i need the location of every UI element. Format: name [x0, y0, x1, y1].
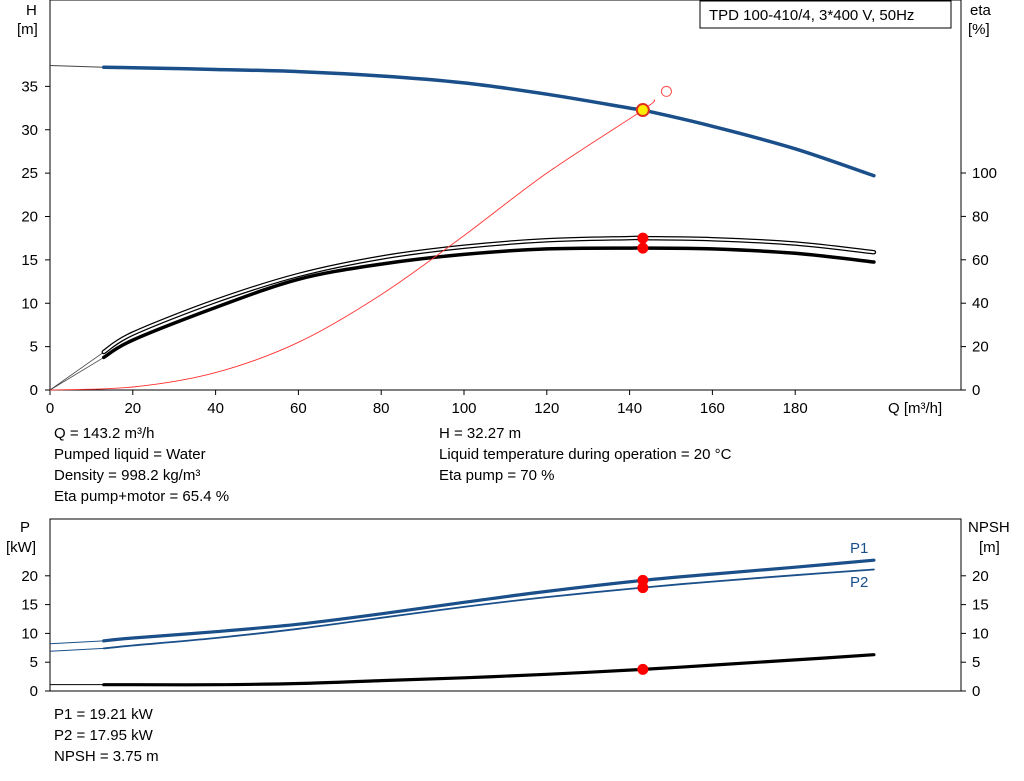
- power-tick-label: 5: [30, 654, 38, 671]
- x-tick-label: 0: [46, 400, 54, 417]
- power-axis-unit: [kW]: [6, 539, 36, 556]
- duty-point-power-marker: [637, 663, 649, 675]
- npsh-axis-label: NPSH: [968, 519, 1010, 536]
- flow-axis-label: Q [m³/h]: [888, 400, 942, 417]
- system-curve-end-marker: [660, 85, 672, 97]
- npsh-value: NPSH = 3.75 m: [54, 748, 159, 765]
- eta-pump-curve: [102, 246, 876, 360]
- x-tick-label: 160: [700, 400, 725, 417]
- head-tick-label: 10: [21, 295, 38, 312]
- x-tick-label: 60: [290, 400, 307, 417]
- head-curve-extension: [49, 65, 104, 68]
- eta-axis-label: eta: [970, 2, 992, 19]
- x-tick-label: 80: [373, 400, 390, 417]
- duty-point-head-marker: [635, 103, 650, 118]
- p2-curve-extension: [49, 647, 104, 652]
- x-tick-label: 180: [783, 400, 808, 417]
- power-tick-label: 0: [30, 683, 38, 700]
- p2-curve: [102, 568, 875, 650]
- head-tick-label: 25: [21, 165, 38, 182]
- power-tick-label: 20: [21, 568, 38, 585]
- head-tick-label: 5: [30, 339, 38, 356]
- eta-pump-value: Eta pump = 70 %: [439, 467, 555, 484]
- pumped-liquid-value: Pumped liquid = Water: [54, 446, 206, 463]
- eta-pump-motor-value: Eta pump+motor = 65.4 %: [54, 488, 230, 505]
- npsh-tick-label: 10: [972, 625, 989, 642]
- main-plot-frame: [49, 0, 962, 391]
- flow-value: Q = 143.2 m³/h: [54, 425, 155, 442]
- npsh-tick-label: 15: [972, 597, 989, 614]
- head-tick-label: 15: [21, 252, 38, 269]
- duty-point-eta-marker: [637, 232, 649, 244]
- power-tick-label: 15: [21, 597, 38, 614]
- head-axis-label: H: [26, 2, 37, 19]
- head-tick-label: 0: [30, 382, 38, 399]
- pump-title-box: [699, 0, 952, 29]
- p1-value: P1 = 19.21 kW: [54, 706, 153, 723]
- eta-tick-label: 20: [972, 339, 989, 356]
- npsh-tick-label: 20: [972, 568, 989, 585]
- power-point-info: P1 = 19.21 kW P2 = 17.95 kW NPSH = 3.75 …: [54, 704, 159, 767]
- head-curve: [102, 65, 876, 178]
- p1-curve-extension: [49, 640, 104, 645]
- eta-tick-label: 40: [972, 295, 989, 312]
- head-axis-unit: [m]: [17, 21, 38, 38]
- head-tick-label: 30: [21, 122, 38, 139]
- x-tick-label: 20: [124, 400, 141, 417]
- duty-point-eta-marker: [637, 242, 649, 254]
- eta-tick-label: 80: [972, 208, 989, 225]
- pump-title: TPD 100-410/4, 3*400 V, 50Hz: [709, 7, 914, 24]
- operating-point-info-right: H = 32.27 m Liquid temperature during op…: [439, 423, 731, 486]
- liquid-temperature-value: Liquid temperature during operation = 20…: [439, 446, 732, 463]
- p2-value: P2 = 17.95 kW: [54, 727, 153, 744]
- p1-series-label: P1: [850, 540, 868, 557]
- x-tick-label: 100: [451, 400, 476, 417]
- npsh-curve: [102, 653, 876, 687]
- npsh-tick-label: 0: [972, 683, 980, 700]
- eta-curve-extension: [49, 357, 105, 391]
- duty-point-power-marker: [637, 582, 649, 594]
- power-tick-label: 10: [21, 625, 38, 642]
- operating-point-info-left: Q = 143.2 m³/h Pumped liquid = Water Den…: [54, 423, 229, 507]
- eta-pump-motor-curve-outline: [101, 235, 877, 355]
- p2-series-label: P2: [850, 574, 868, 591]
- power-plot-frame: [49, 518, 962, 692]
- x-tick-label: 120: [534, 400, 559, 417]
- npsh-axis-unit: [m]: [979, 539, 1000, 556]
- head-tick-label: 20: [21, 209, 38, 226]
- eta-curve-extension: [49, 351, 105, 391]
- head-value: H = 32.27 m: [439, 425, 522, 442]
- eta-tick-label: 100: [972, 165, 997, 182]
- power-axis-label: P: [20, 519, 30, 536]
- eta-axis-unit: [%]: [968, 21, 990, 38]
- eta-tick-label: 60: [972, 252, 989, 269]
- eta-pump-motor-curve: [102, 236, 875, 353]
- head-tick-label: 35: [21, 78, 38, 95]
- eta-tick-label: 0: [972, 382, 980, 399]
- npsh-tick-label: 5: [972, 654, 980, 671]
- x-tick-label: 40: [207, 400, 224, 417]
- system-curve: [49, 99, 656, 391]
- x-tick-label: 140: [617, 400, 642, 417]
- density-value: Density = 998.2 kg/m³: [54, 467, 201, 484]
- p1-curve: [102, 558, 876, 643]
